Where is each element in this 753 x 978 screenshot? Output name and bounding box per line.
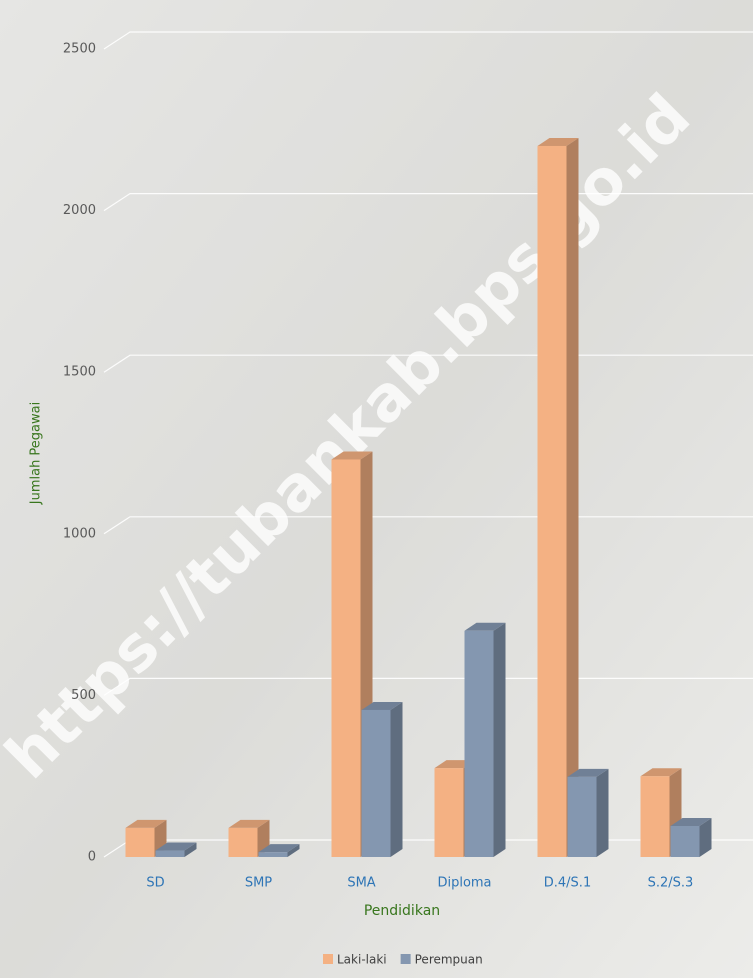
bar	[464, 630, 494, 857]
y-tick-label: 2500	[63, 42, 96, 57]
bar-top	[331, 451, 373, 460]
bar	[567, 776, 597, 857]
bar-side	[184, 842, 197, 857]
legend-swatch	[400, 954, 411, 964]
bar-side	[287, 844, 300, 857]
bar	[434, 768, 464, 857]
bar-top	[125, 819, 167, 828]
bar	[155, 850, 185, 857]
x-tick-label: SMA	[347, 876, 375, 891]
grid-line	[103, 31, 753, 50]
y-tick-label: 1000	[63, 526, 96, 541]
bar-side	[699, 817, 712, 857]
bar-side	[493, 622, 506, 857]
y-tick-label: 2000	[63, 203, 96, 218]
bar	[361, 709, 391, 857]
bar-top	[464, 622, 506, 631]
bar-top	[228, 819, 270, 828]
x-axis-title: Pendidikan	[364, 903, 440, 919]
bar-side	[390, 701, 403, 857]
y-tick-label: 0	[88, 850, 96, 865]
bar-top	[670, 817, 712, 826]
y-axis-title: Jumlah Pegawai	[29, 402, 44, 506]
bar-top	[537, 137, 579, 146]
bar-top	[361, 701, 403, 710]
x-tick-label: D.4/S.1	[544, 876, 591, 891]
bar-side	[566, 137, 579, 857]
bar	[125, 827, 155, 857]
x-tick-label: SMP	[245, 876, 272, 891]
bar-top	[155, 842, 197, 851]
bar	[670, 825, 700, 857]
y-tick-label: 1500	[63, 365, 96, 380]
bar	[228, 827, 258, 857]
bar	[331, 459, 361, 857]
x-tick-label: S.2/S.3	[648, 876, 694, 891]
bar-top	[258, 844, 300, 853]
bar-side	[596, 768, 609, 857]
legend-label: Laki-laki	[337, 953, 387, 967]
bar	[258, 852, 288, 857]
legend-label: Perempuan	[415, 953, 483, 967]
x-tick-label: Diploma	[437, 876, 491, 891]
bar	[640, 776, 670, 857]
bar-top	[567, 768, 609, 777]
x-tick-label: SD	[146, 876, 164, 891]
legend-swatch	[323, 954, 333, 964]
bar	[537, 145, 567, 857]
bar-top	[640, 768, 682, 777]
y-tick-label: 500	[71, 688, 96, 703]
